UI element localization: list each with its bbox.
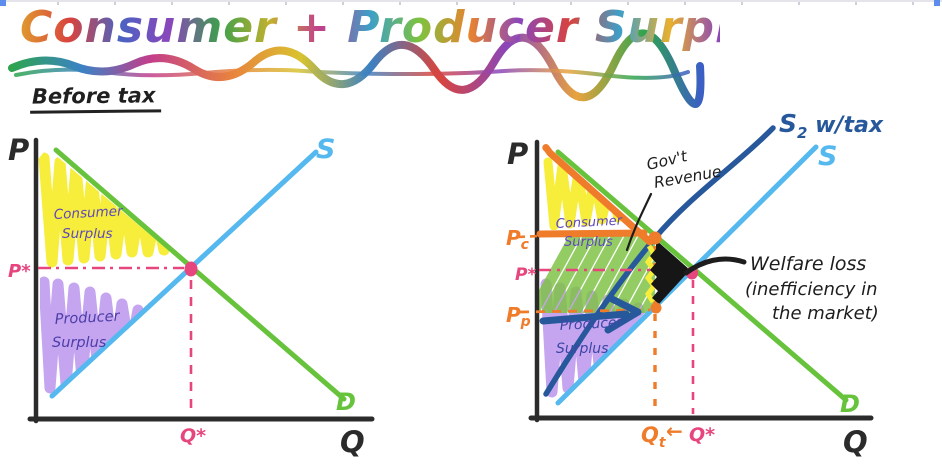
consumer-surplus-outline-horizontal bbox=[536, 229, 648, 238]
qty-eq-label: Q* bbox=[689, 424, 715, 446]
equilibrium-point bbox=[184, 261, 198, 277]
demand-curve bbox=[53, 147, 347, 402]
price-producer-dashes bbox=[519, 308, 651, 314]
consumer-surplus-label-1: Consumer bbox=[555, 213, 624, 232]
demand-label: D bbox=[336, 388, 356, 416]
page-title: Consumer + Producer Surplus bbox=[20, 2, 791, 53]
price-producer-base: P bbox=[506, 303, 521, 327]
supply-tax-label-base: S bbox=[779, 109, 797, 138]
supply-tax-label: S2 w/tax bbox=[779, 109, 884, 142]
price-consumer-label: Pc bbox=[506, 226, 530, 253]
welfare-loss-label-3: the market) bbox=[772, 303, 879, 324]
qty-shift-arrow: ← bbox=[666, 419, 683, 443]
consumer-surplus-label-2: Surplus bbox=[62, 226, 113, 242]
qty-tax-sub: t bbox=[659, 435, 667, 451]
supply-label: S bbox=[316, 134, 335, 165]
qty-tax-label: Qt bbox=[641, 423, 667, 451]
tax-equilibrium-point bbox=[648, 231, 662, 245]
canvas-handle-right[interactable] bbox=[934, 0, 940, 6]
govt-revenue-pointer bbox=[625, 192, 653, 252]
canvas-top-edge bbox=[0, 0, 942, 5]
supply-label: S bbox=[818, 141, 837, 172]
title-underline-squiggle-2 bbox=[14, 67, 690, 80]
title-underline-squiggle bbox=[8, 29, 705, 108]
consumer-surplus-label-1: Consumer bbox=[53, 203, 124, 223]
supply-curve bbox=[49, 149, 319, 399]
price-consumer-dashes bbox=[517, 234, 541, 239]
x-axis-label: Q bbox=[843, 425, 868, 459]
supply-tax-label-rest: w/tax bbox=[807, 113, 883, 138]
price-eq-label: P* bbox=[515, 265, 536, 285]
welfare-loss-label-2: (inefficiency in bbox=[745, 279, 878, 300]
supply-tax-label-sub: 2 bbox=[797, 124, 807, 142]
price-eq-label: P* bbox=[8, 261, 31, 282]
demand-label: D bbox=[840, 390, 860, 418]
price-producer-arrow-shaft bbox=[539, 310, 630, 325]
price-producer-label: Pp bbox=[506, 303, 531, 330]
producer-surplus-label-2: Surplus bbox=[52, 335, 107, 351]
left-graph: P Q S D P* Q* Consumer Surplus Producer … bbox=[8, 133, 375, 459]
x-axis-label: Q bbox=[340, 425, 365, 459]
qty-eq-label: Q* bbox=[180, 425, 206, 447]
welfare-loss-pointer bbox=[683, 256, 747, 276]
producer-surplus-label-2: Surplus bbox=[556, 341, 608, 357]
producer-surplus-label-1: Producer bbox=[54, 309, 121, 328]
welfare-loss-label-1: Welfare loss bbox=[750, 253, 866, 275]
y-axis-label: P bbox=[8, 133, 29, 167]
section-label: Before tax bbox=[29, 83, 162, 114]
canvas-handle-left[interactable] bbox=[0, 0, 6, 6]
consumer-surplus-outline-diagonal bbox=[542, 144, 654, 246]
price-producer-sub: p bbox=[520, 314, 531, 330]
welfare-loss-triangle bbox=[650, 240, 690, 304]
price-consumer-sub: c bbox=[521, 237, 530, 253]
producer-price-point bbox=[650, 302, 662, 314]
producer-surplus-label-1: Producer bbox=[559, 315, 624, 334]
y-axis-label: P bbox=[507, 137, 528, 171]
demand-curve bbox=[555, 149, 849, 403]
qty-tax-base: Q bbox=[641, 423, 659, 447]
right-graph: P Q S2 w/tax S D Pc P* Pp Consumer Surpl… bbox=[506, 109, 884, 459]
consumer-surplus-label-2: Surplus bbox=[564, 235, 613, 250]
price-producer-arrow-head bbox=[604, 295, 642, 334]
price-consumer-base: P bbox=[506, 226, 521, 250]
